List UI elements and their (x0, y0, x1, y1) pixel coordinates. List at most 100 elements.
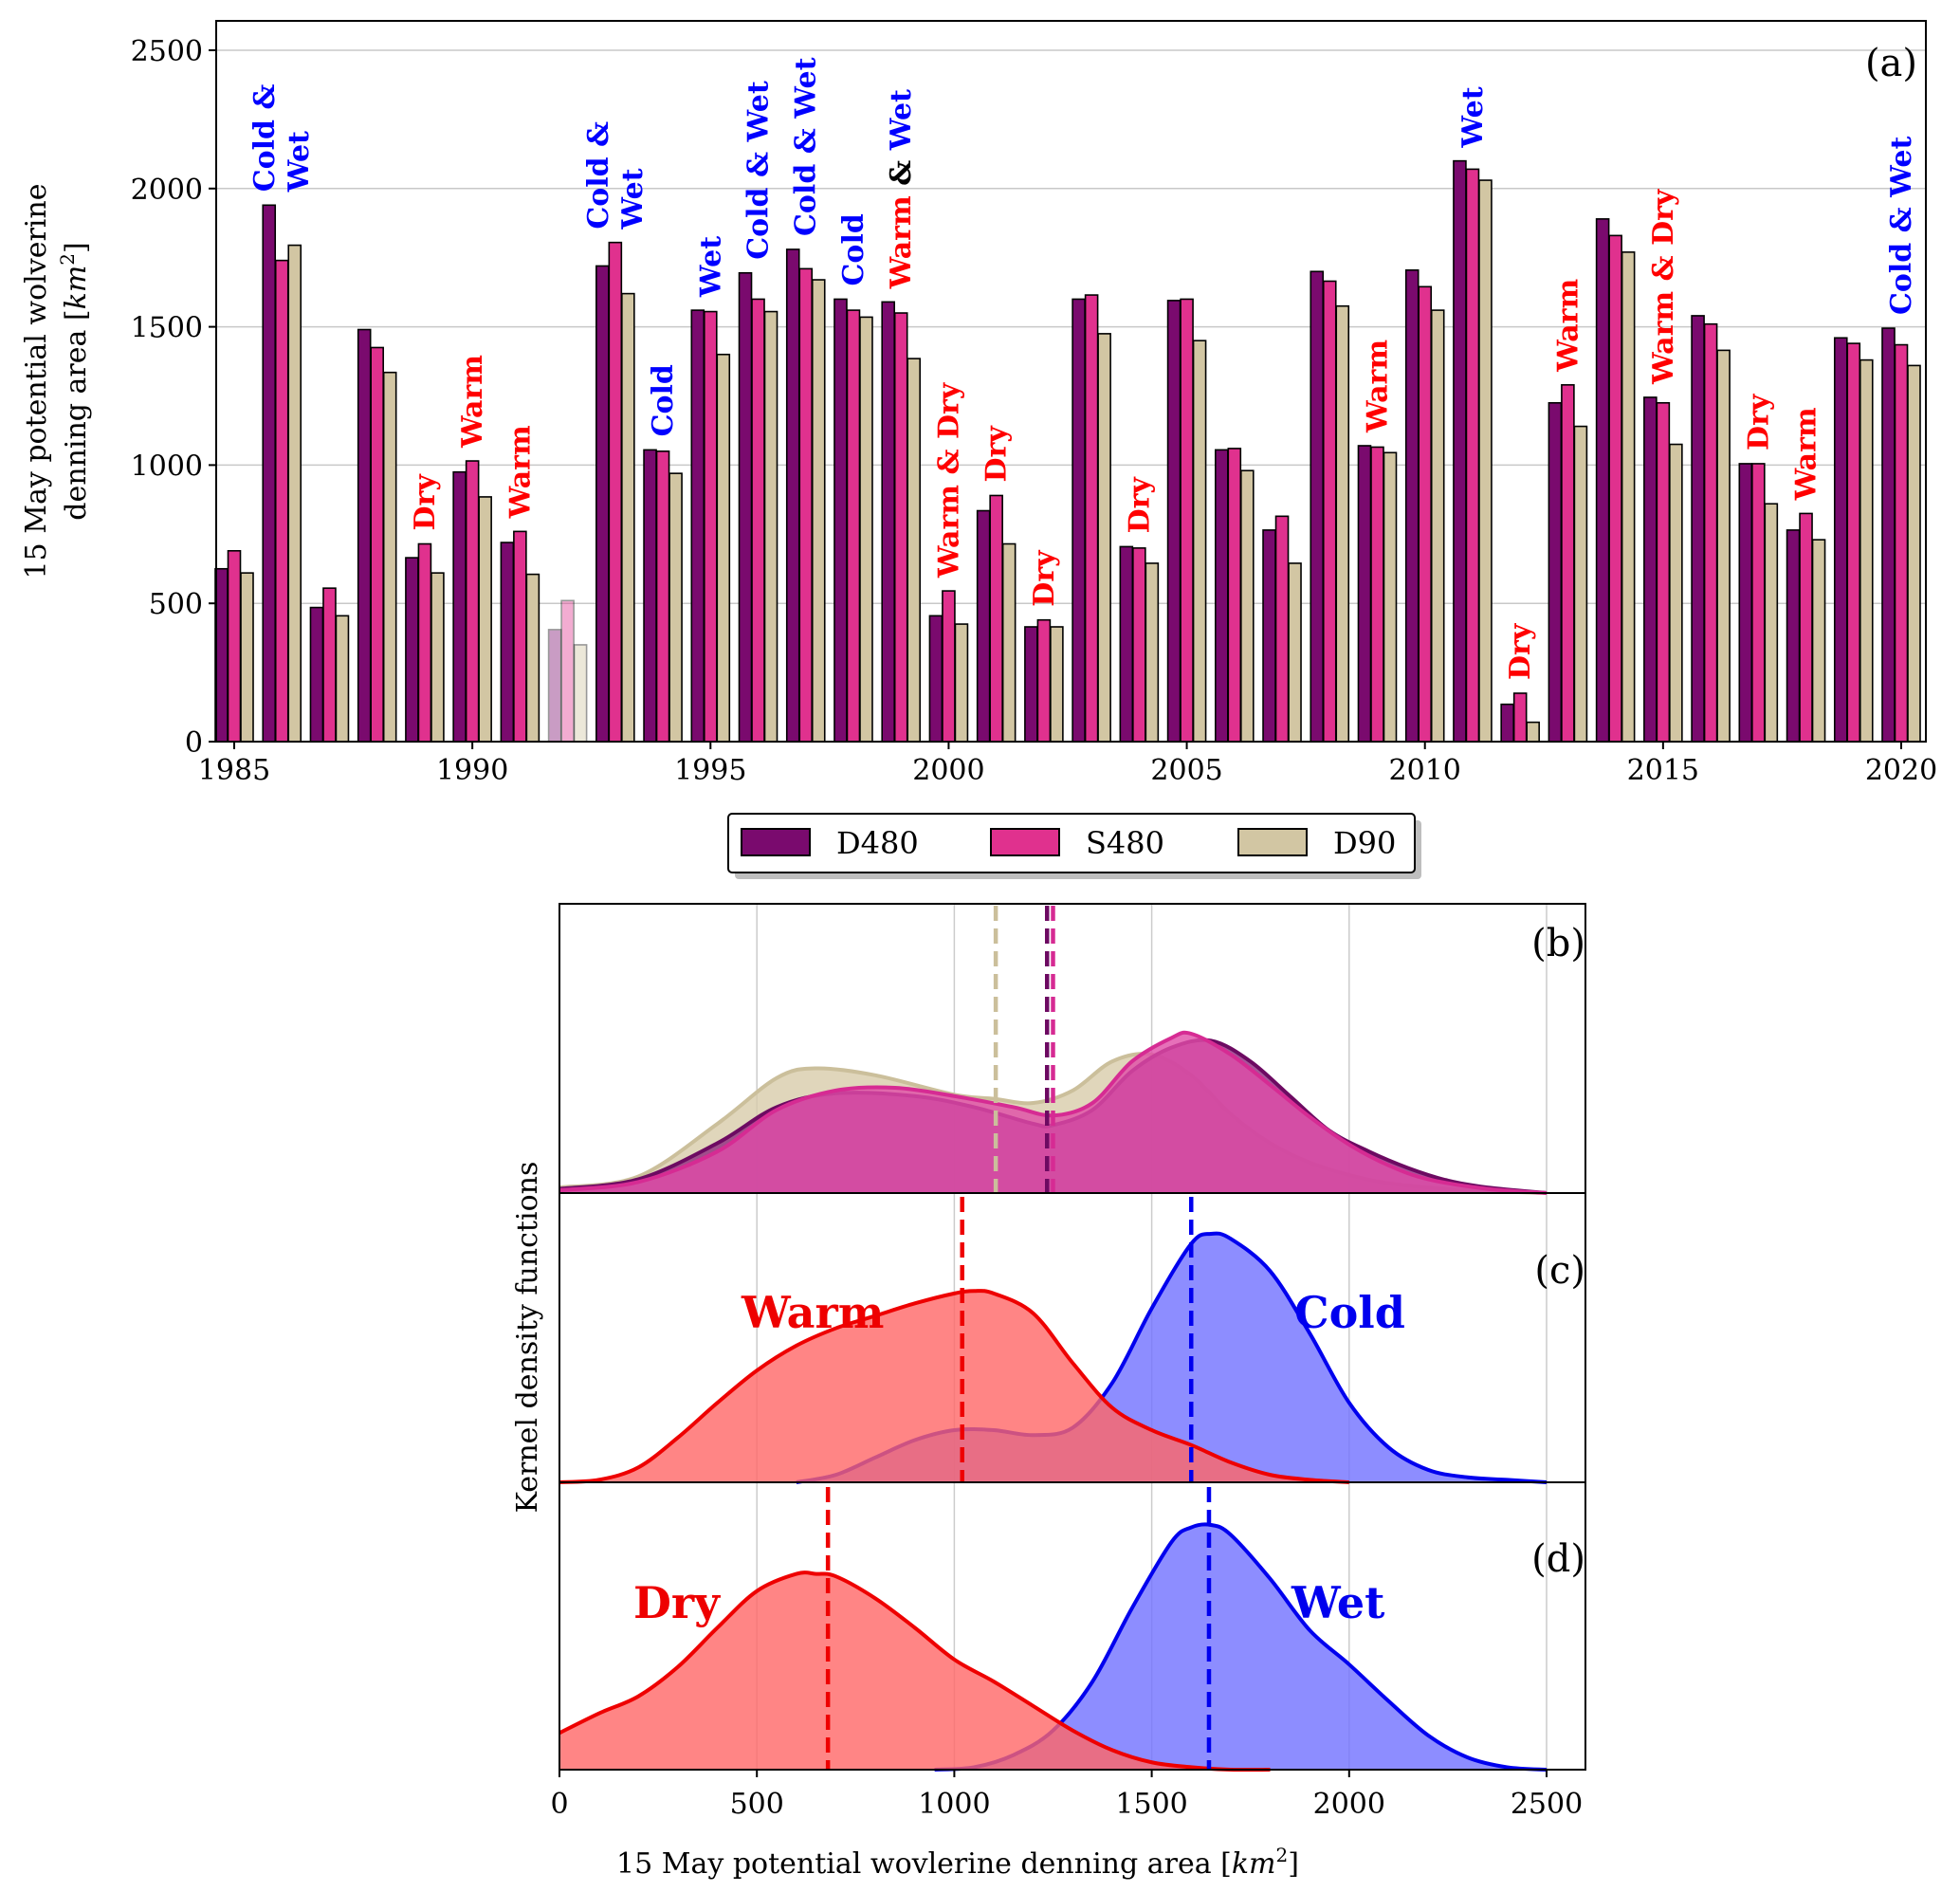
bar-s480-1997 (798, 267, 814, 743)
annotation-text-2000: Warm & Dry (932, 381, 965, 579)
annotation-text-1993: Cold & (582, 121, 615, 230)
annotation-1993: Wet (616, 168, 650, 230)
a-x-ticks: 1985 1990 1995 2000 2005 2010 2015 2020 (198, 742, 1937, 787)
bar-d90-1996 (763, 310, 779, 743)
bar-d90-2005 (1192, 340, 1207, 743)
annotation-1998: Cold (837, 213, 870, 285)
legend-swatch-d480 (741, 828, 811, 856)
annotation-text-1989: Dry (409, 473, 442, 531)
label-warm: Warm (741, 1287, 884, 1338)
annotation-1995: Wet (694, 236, 727, 298)
annotation-segment: Dry (1028, 549, 1061, 607)
bar-s480-2008 (1322, 280, 1337, 743)
bar-s480-1989 (417, 542, 432, 743)
kde-area-wet (934, 1524, 1547, 1770)
d-axes-frame (559, 1481, 1586, 1771)
kde-line-warm (559, 1289, 1349, 1484)
bar-d90-2011 (1478, 179, 1493, 743)
annotation-2001: Dry (980, 425, 1014, 483)
bar-d480-2015 (1643, 396, 1658, 743)
kde-xlabel-bracket-open: [ (1212, 1847, 1232, 1881)
annotation-1997: Cold & Wet (790, 57, 823, 236)
bar-d90-1991 (525, 573, 540, 743)
annotation-text-2015: Warm & Dry (1647, 188, 1680, 385)
bar-s480-2011 (1465, 168, 1480, 743)
annotation-text-1991: Warm (504, 425, 537, 519)
bar-s480-1994 (655, 450, 670, 743)
a-xtick-label: 2005 (1150, 754, 1222, 787)
bar-s480-1986 (274, 259, 289, 743)
bar-s480-1985 (227, 549, 242, 743)
a-y-ticks: 0 500 1000 1500 2000 2500 (131, 35, 216, 760)
bar-s480-1990 (465, 460, 480, 743)
bar-d90-2002 (1050, 626, 1064, 743)
bar-d90-1997 (811, 279, 826, 743)
bar-s480-2013 (1561, 384, 1575, 743)
annotation-2000: Warm & Dry (932, 381, 965, 579)
bar-d480-1993 (595, 265, 610, 743)
bar-d480-1997 (785, 248, 800, 743)
annotation-2017: Dry (1742, 393, 1775, 450)
bar-d90-1989 (430, 572, 445, 743)
bar-d90-1994 (669, 472, 683, 743)
annotation-2004: Dry (1123, 476, 1156, 534)
bar-d90-2014 (1621, 251, 1636, 743)
bar-d480-2012 (1500, 703, 1514, 743)
annotation-text-2013: Warm (1551, 279, 1584, 373)
annotation-segment: Dry (1123, 476, 1156, 534)
annotation-1999: Warm & Wet (885, 89, 918, 289)
annotation-text-2009: Warm (1361, 340, 1394, 433)
annotation-segment: Cold & (248, 83, 282, 192)
annotation-2002: Dry (1028, 549, 1061, 607)
annotation-segment: Warm (504, 425, 537, 519)
kde-panels: (b) (c) (d) Warm Cold Dry Wet 0 500 1000 15… (511, 903, 1586, 1881)
kde-xlabel-text: 15 May potential wovlerine denning area (616, 1847, 1212, 1881)
annotation-segment: Warm (456, 355, 489, 449)
kde-xlabel: 15 May potential wovlerine denning area … (616, 1844, 1299, 1881)
bar-d480-2020 (1881, 327, 1896, 743)
annotation-segment: Wet (616, 168, 650, 230)
bar-d480-1989 (405, 557, 419, 743)
bar-s480-1999 (893, 312, 908, 743)
a-ytick-label: 500 (149, 588, 203, 621)
annotation-2009: Warm (1361, 340, 1394, 433)
label-wet: Wet (1291, 1577, 1385, 1628)
bar-d90-2001 (1001, 542, 1017, 743)
bar-s480-2019 (1846, 342, 1861, 743)
kde-xtick-label: 0 (550, 1788, 568, 1821)
bar-d480-1992 (547, 629, 562, 743)
kde-panel-d (559, 1487, 1548, 1773)
label-dry: Dry (633, 1577, 721, 1628)
a-ytick-label: 2000 (131, 174, 203, 207)
a-ylabel-line1: 15 May potential wolverine (20, 184, 53, 579)
annotation-text-2017: Dry (1742, 393, 1775, 450)
a-xtick-label: 1995 (674, 754, 746, 787)
bar-d480-2014 (1595, 218, 1610, 743)
bar-d480-2004 (1119, 545, 1134, 743)
a-ylabel-line2: denning area [km2] (56, 242, 93, 520)
annotation-2011: Wet (1456, 86, 1490, 148)
bar-d480-2006 (1215, 449, 1229, 743)
annotation-segment: Cold & Wet (790, 57, 823, 236)
legend: D480 S480 D90 (727, 813, 1421, 879)
annotation-text-2011: Wet (1456, 86, 1490, 148)
panel-a-tag: (a) (1865, 42, 1917, 85)
bar-s480-2007 (1274, 515, 1290, 743)
bar-d480-2003 (1072, 298, 1086, 743)
bar-d90-2007 (1288, 562, 1302, 743)
kde-xlabel-unit: km (1232, 1847, 1276, 1881)
annotation-segment: Cold (647, 364, 680, 436)
bar-d90-1985 (240, 572, 254, 743)
bar-d90-2009 (1383, 451, 1398, 743)
a-ylabel-bracket-open: [ (60, 309, 93, 329)
annotation-segment: Wet (1456, 86, 1490, 148)
bar-d90-1999 (907, 358, 922, 743)
bar-s480-2003 (1084, 294, 1099, 743)
annotation-segment: Warm (1361, 340, 1394, 433)
annotation-text-1986: Wet (283, 131, 316, 193)
bar-d90-1986 (287, 244, 302, 743)
kde-area-dry (559, 1572, 1271, 1771)
bar-d90-1992 (573, 644, 588, 743)
annotation-text-1995: Wet (694, 236, 727, 298)
